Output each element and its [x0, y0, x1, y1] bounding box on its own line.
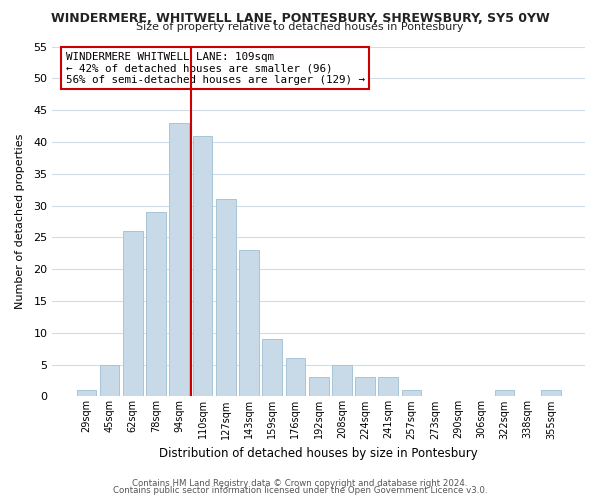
Bar — [77, 390, 96, 396]
Bar — [216, 199, 236, 396]
Bar — [239, 250, 259, 396]
Bar — [379, 378, 398, 396]
Bar — [169, 123, 189, 396]
Text: Contains public sector information licensed under the Open Government Licence v3: Contains public sector information licen… — [113, 486, 487, 495]
Bar — [123, 231, 143, 396]
Text: WINDERMERE WHITWELL LANE: 109sqm
← 42% of detached houses are smaller (96)
56% o: WINDERMERE WHITWELL LANE: 109sqm ← 42% o… — [65, 52, 365, 85]
Bar — [332, 364, 352, 396]
Bar — [541, 390, 561, 396]
X-axis label: Distribution of detached houses by size in Pontesbury: Distribution of detached houses by size … — [159, 447, 478, 460]
Bar — [401, 390, 421, 396]
Text: Size of property relative to detached houses in Pontesbury: Size of property relative to detached ho… — [136, 22, 464, 32]
Bar — [309, 378, 329, 396]
Bar — [100, 364, 119, 396]
Bar — [146, 212, 166, 396]
Text: WINDERMERE, WHITWELL LANE, PONTESBURY, SHREWSBURY, SY5 0YW: WINDERMERE, WHITWELL LANE, PONTESBURY, S… — [50, 12, 550, 26]
Bar — [494, 390, 514, 396]
Bar — [286, 358, 305, 397]
Bar — [262, 339, 282, 396]
Bar — [355, 378, 375, 396]
Y-axis label: Number of detached properties: Number of detached properties — [15, 134, 25, 309]
Bar — [193, 136, 212, 396]
Text: Contains HM Land Registry data © Crown copyright and database right 2024.: Contains HM Land Registry data © Crown c… — [132, 478, 468, 488]
